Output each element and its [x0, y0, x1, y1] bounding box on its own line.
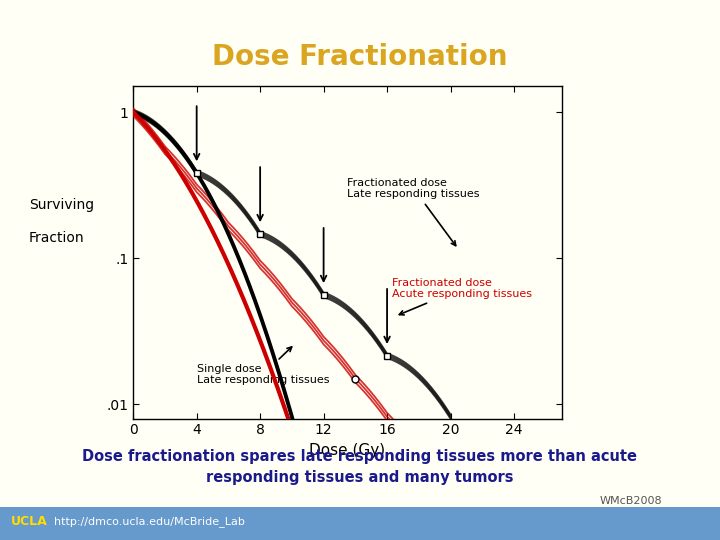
Text: Dose fractionation spares late responding tissues more than acute: Dose fractionation spares late respondin…: [83, 449, 637, 464]
X-axis label: Dose (Gy): Dose (Gy): [310, 443, 385, 458]
Text: Single dose
Acute responding tissues: Single dose Acute responding tissues: [0, 539, 1, 540]
Text: Fraction: Fraction: [29, 231, 84, 245]
Text: WMcB2008: WMcB2008: [600, 496, 662, 506]
Text: http://dmco.ucla.edu/McBride_Lab: http://dmco.ucla.edu/McBride_Lab: [54, 516, 245, 527]
Text: Surviving: Surviving: [29, 198, 94, 212]
Text: UCLA: UCLA: [11, 515, 48, 528]
Text: Single dose
Late responding tissues: Single dose Late responding tissues: [197, 347, 329, 386]
Text: Fractionated dose
Late responding tissues: Fractionated dose Late responding tissue…: [347, 178, 480, 246]
Text: Dose Fractionation: Dose Fractionation: [212, 43, 508, 71]
Text: responding tissues and many tumors: responding tissues and many tumors: [206, 470, 514, 485]
FancyBboxPatch shape: [0, 507, 720, 540]
Text: Fractionated dose
Acute responding tissues: Fractionated dose Acute responding tissu…: [392, 278, 532, 315]
